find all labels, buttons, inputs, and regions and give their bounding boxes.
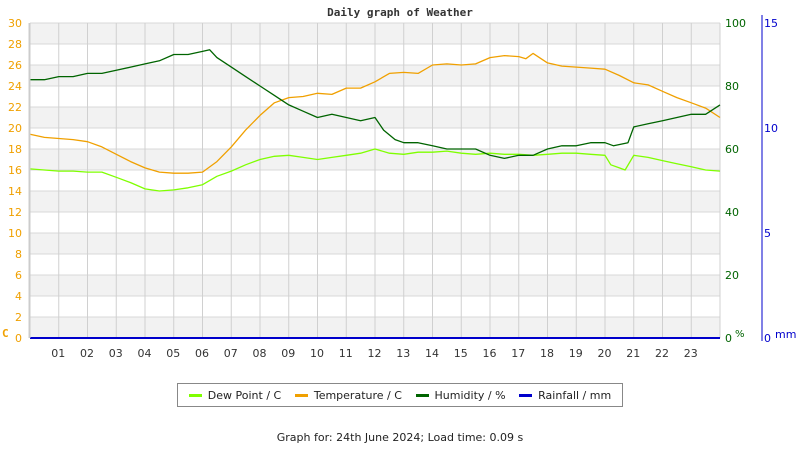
chart-title: Daily graph of Weather [327, 6, 473, 19]
svg-text:06: 06 [195, 347, 209, 360]
svg-text:19: 19 [569, 347, 583, 360]
svg-text:01: 01 [51, 347, 65, 360]
legend-item-rainfall[interactable]: Rainfall / mm [519, 389, 611, 402]
svg-text:2: 2 [15, 311, 22, 324]
svg-text:6: 6 [15, 269, 22, 282]
svg-text:16: 16 [483, 347, 497, 360]
svg-text:0: 0 [764, 332, 771, 345]
svg-text:22: 22 [8, 101, 22, 114]
legend-item-humidity[interactable]: Humidity / % [415, 389, 506, 402]
svg-text:02: 02 [80, 347, 94, 360]
svg-text:18: 18 [540, 347, 554, 360]
svg-text:26: 26 [8, 59, 22, 72]
svg-text:80: 80 [725, 80, 739, 93]
svg-text:10: 10 [310, 347, 324, 360]
legend-item-temperature[interactable]: Temperature / C [294, 389, 402, 402]
footer-status: Graph for: 24th June 2024; Load time: 0.… [276, 431, 524, 444]
svg-text:0: 0 [15, 332, 22, 345]
svg-text:09: 09 [281, 347, 295, 360]
svg-text:21: 21 [626, 347, 640, 360]
temperature-swatch-icon [294, 393, 308, 397]
svg-text:17: 17 [511, 347, 525, 360]
svg-text:40: 40 [725, 206, 739, 219]
svg-text:5: 5 [764, 227, 771, 240]
svg-text:4: 4 [15, 290, 22, 303]
svg-text:10: 10 [8, 227, 22, 240]
svg-text:13: 13 [396, 347, 410, 360]
svg-text:30: 30 [8, 17, 22, 30]
legend-item-dew-point[interactable]: Dew Point / C [188, 389, 281, 402]
svg-text:14: 14 [8, 185, 22, 198]
svg-text:15: 15 [454, 347, 468, 360]
svg-text:C: C [2, 327, 9, 340]
rainfall-swatch-icon [519, 393, 533, 397]
data-lines [29, 49, 721, 339]
svg-text:05: 05 [166, 347, 180, 360]
humidity-swatch-icon [415, 393, 429, 397]
svg-text:mm: mm [775, 328, 796, 341]
svg-text:20: 20 [598, 347, 612, 360]
svg-text:23: 23 [684, 347, 698, 360]
dew-point-swatch-icon [188, 393, 202, 397]
svg-text:11: 11 [339, 347, 353, 360]
svg-text:15: 15 [764, 17, 778, 30]
svg-text:22: 22 [655, 347, 669, 360]
svg-text:16: 16 [8, 164, 22, 177]
svg-text:20: 20 [725, 269, 739, 282]
svg-text:24: 24 [8, 80, 22, 93]
svg-text:14: 14 [425, 347, 439, 360]
svg-text:0: 0 [725, 332, 732, 345]
svg-text:8: 8 [15, 248, 22, 261]
svg-text:10: 10 [764, 122, 778, 135]
legend: Dew Point / C Temperature / C Humidity /… [177, 383, 623, 407]
svg-text:12: 12 [368, 347, 382, 360]
svg-text:07: 07 [224, 347, 238, 360]
svg-text:%: % [735, 329, 745, 340]
svg-text:60: 60 [725, 143, 739, 156]
svg-text:20: 20 [8, 122, 22, 135]
svg-text:03: 03 [109, 347, 123, 360]
svg-text:100: 100 [725, 17, 746, 30]
svg-text:08: 08 [253, 347, 267, 360]
svg-text:12: 12 [8, 206, 22, 219]
svg-text:28: 28 [8, 38, 22, 51]
svg-text:18: 18 [8, 143, 22, 156]
svg-text:04: 04 [138, 347, 152, 360]
